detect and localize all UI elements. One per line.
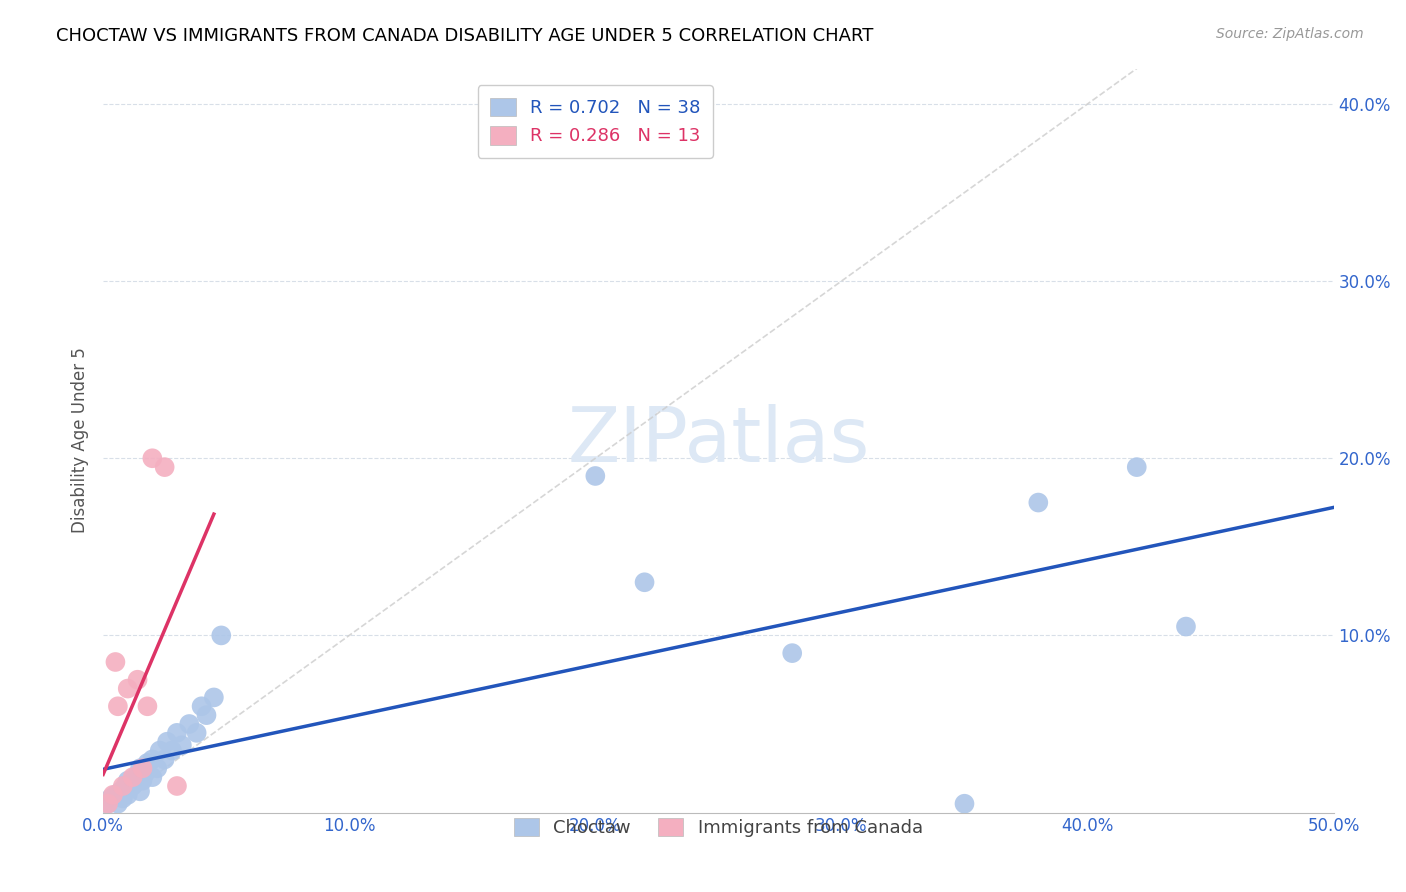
Point bbox=[127, 673, 149, 687]
Point bbox=[107, 699, 129, 714]
Point bbox=[166, 726, 188, 740]
Point bbox=[156, 735, 179, 749]
Point bbox=[141, 752, 163, 766]
Point bbox=[110, 784, 132, 798]
Point bbox=[111, 791, 134, 805]
Text: CHOCTAW VS IMMIGRANTS FROM CANADA DISABILITY AGE UNDER 5 CORRELATION CHART: CHOCTAW VS IMMIGRANTS FROM CANADA DISABI… bbox=[56, 27, 873, 45]
Point bbox=[97, 797, 120, 811]
Point bbox=[121, 770, 143, 784]
Point bbox=[131, 773, 153, 788]
Point bbox=[160, 743, 183, 757]
Point bbox=[104, 788, 127, 802]
Point bbox=[129, 761, 152, 775]
Point bbox=[209, 628, 232, 642]
Point bbox=[1175, 619, 1198, 633]
Point bbox=[179, 717, 201, 731]
Text: Source: ZipAtlas.com: Source: ZipAtlas.com bbox=[1216, 27, 1364, 41]
Point bbox=[583, 469, 606, 483]
Point bbox=[101, 788, 124, 802]
Point bbox=[97, 797, 120, 811]
Point bbox=[117, 773, 139, 788]
Point bbox=[153, 460, 176, 475]
Point bbox=[121, 779, 143, 793]
Point bbox=[195, 708, 218, 723]
Point bbox=[186, 726, 208, 740]
Point bbox=[117, 788, 139, 802]
Point bbox=[149, 743, 172, 757]
Point bbox=[124, 770, 146, 784]
Point bbox=[141, 451, 163, 466]
Point bbox=[202, 690, 225, 705]
Legend: Choctaw, Immigrants from Canada: Choctaw, Immigrants from Canada bbox=[506, 811, 931, 845]
Point bbox=[111, 779, 134, 793]
Point bbox=[190, 699, 212, 714]
Y-axis label: Disability Age Under 5: Disability Age Under 5 bbox=[72, 348, 89, 533]
Point bbox=[166, 779, 188, 793]
Point bbox=[633, 575, 655, 590]
Point bbox=[170, 738, 193, 752]
Point bbox=[141, 770, 163, 784]
Point bbox=[1026, 495, 1049, 509]
Point bbox=[1126, 460, 1149, 475]
Point bbox=[146, 761, 169, 775]
Point bbox=[134, 766, 156, 780]
Point bbox=[129, 784, 152, 798]
Point bbox=[114, 779, 136, 793]
Point bbox=[136, 756, 159, 770]
Point bbox=[131, 761, 153, 775]
Point bbox=[780, 646, 803, 660]
Point bbox=[117, 681, 139, 696]
Point bbox=[104, 655, 127, 669]
Point bbox=[153, 752, 176, 766]
Point bbox=[136, 699, 159, 714]
Point bbox=[953, 797, 976, 811]
Point bbox=[100, 791, 122, 805]
Text: ZIPatlas: ZIPatlas bbox=[567, 403, 869, 477]
Point bbox=[107, 797, 129, 811]
